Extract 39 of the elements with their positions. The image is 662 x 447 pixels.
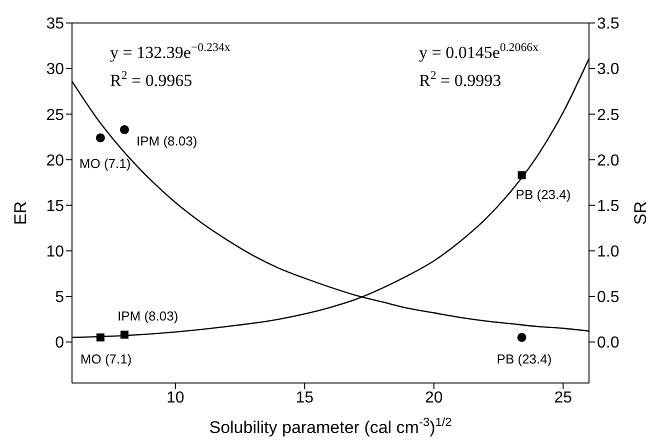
y2-tick-label: 3.5 (597, 16, 620, 33)
y2-tick-label: 1.5 (597, 198, 620, 215)
point (518, 171, 526, 180)
y-tick-label: 5 (55, 289, 64, 306)
annotation: R$^{2}$ = 0.9965 (110, 68, 192, 90)
point (96, 333, 104, 342)
y2-tick-label: 0.5 (597, 289, 620, 306)
point (517, 332, 526, 342)
y-tick-label: 15 (46, 198, 64, 215)
annotation: IPM (8.03) (136, 134, 198, 149)
y-tick-label: 35 (46, 16, 64, 33)
x-tick-label: 15 (296, 389, 314, 406)
y-tick-label: 10 (46, 244, 64, 261)
annotation: MO (7.1) (79, 156, 131, 171)
annotation: IPM (8.03) (117, 308, 178, 324)
y-axis-title: ER (11, 201, 30, 225)
y2-axis-title: SR (631, 201, 650, 225)
x-tick-label: 20 (425, 389, 443, 406)
y-tick-label: 30 (46, 61, 64, 78)
y2-tick-label: 2.5 (597, 106, 620, 124)
annotation: PB (23.4) (516, 187, 571, 202)
point (120, 330, 128, 339)
y-tick-label: 25 (46, 106, 64, 124)
y2-tick-label: 2.0 (597, 152, 620, 170)
annotation: PB (23.4) (496, 351, 552, 366)
x-axis-title: Solubility parameter (cal cm$^{-3}$)$^{1/2}$ (209, 415, 452, 437)
point (120, 125, 129, 134)
x-tick-label: 10 (166, 389, 184, 406)
y-tick-label: 20 (46, 152, 64, 170)
point (96, 133, 105, 142)
y2-tick-label: 3.0 (597, 61, 620, 78)
annotation: MO (7.1) (80, 351, 132, 366)
x-tick-label: 25 (554, 389, 572, 406)
annotation: y = 132.39e$^{−0.234x}$ (110, 40, 230, 62)
y2-tick-label: 0.0 (597, 334, 620, 352)
annotation: R$^{2}$ = 0.9993 (419, 68, 502, 90)
y2-tick-label: 1.0 (597, 244, 620, 261)
annotation: y = 0.0145e$^{0.2066x}$ (419, 40, 539, 62)
y-tick-label: 0 (55, 334, 64, 352)
